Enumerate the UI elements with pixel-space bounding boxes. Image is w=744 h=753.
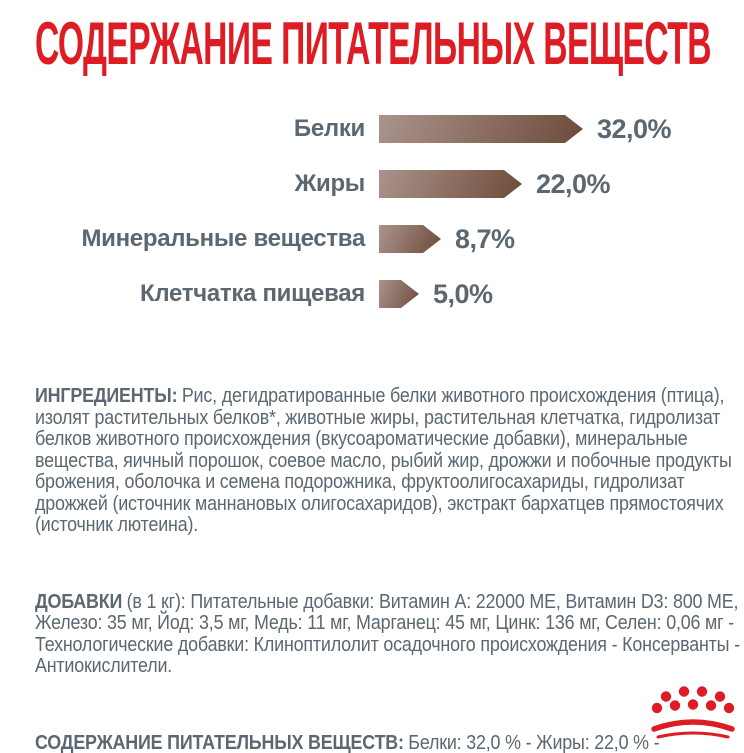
bar-arrow [379,115,583,143]
page-title: СОДЕРЖАНИЕ ПИТАТЕЛЬНЫХ ВЕЩЕСТВ [35,10,711,77]
bar-value: 8,7% [455,223,515,254]
bar-category-label: Белки [293,115,365,142]
nutrient-bar-chart: Белки 32,0% Жиры 22,0% Минеральные вещества 8… [35,113,715,335]
chart-row: Минеральные вещества 8,7% [35,223,715,254]
analysis-text: Белки: 32,0 % - Жиры: 22,0 % - Минеральн… [408,731,660,753]
additives-paragraph: ДОБАВКИ (в 1 кг): Питательные добавки: Ви… [35,590,740,678]
bar-value: 22,0% [536,168,611,199]
bar-arrow [379,170,522,198]
bar-category-label: Жиры [294,170,366,197]
ingredients-paragraph: ИНГРЕДИЕНТЫ: Рис, дегидратированные белки… [35,385,740,537]
ingredients-heading: ИНГРЕДИЕНТЫ: [35,385,178,407]
info-text-block: ИНГРЕДИЕНТЫ: Рис, дегидратированные белки… [35,343,740,753]
bar-value: 5,0% [433,278,493,309]
chart-row: Белки 32,0% [35,113,715,144]
analysis-paragraph: СОДЕРЖАНИЕ ПИТАТЕЛЬНЫХ ВЕЩЕСТВ: Белки: 32… [35,731,740,753]
chart-row: Жиры 22,0% [35,168,715,199]
bar-value: 32,0% [597,113,672,144]
bar-arrow [379,225,441,253]
additives-text: (в 1 кг): Питательные добавки: Витамин A… [35,590,740,677]
additives-heading: ДОБАВКИ [35,590,123,613]
bar-category-label: Клетчатка пищевая [140,280,365,307]
bar-category-label: Минеральные вещества [81,225,365,252]
analysis-heading: СОДЕРЖАНИЕ ПИТАТЕЛЬНЫХ ВЕЩЕСТВ: [35,731,404,753]
royal-canin-crown-icon [651,686,735,739]
ingredients-text: Рис, дегидратированные белки животного п… [35,385,732,536]
bar-arrow [379,280,419,308]
chart-row: Клетчатка пищевая 5,0% [35,278,715,309]
